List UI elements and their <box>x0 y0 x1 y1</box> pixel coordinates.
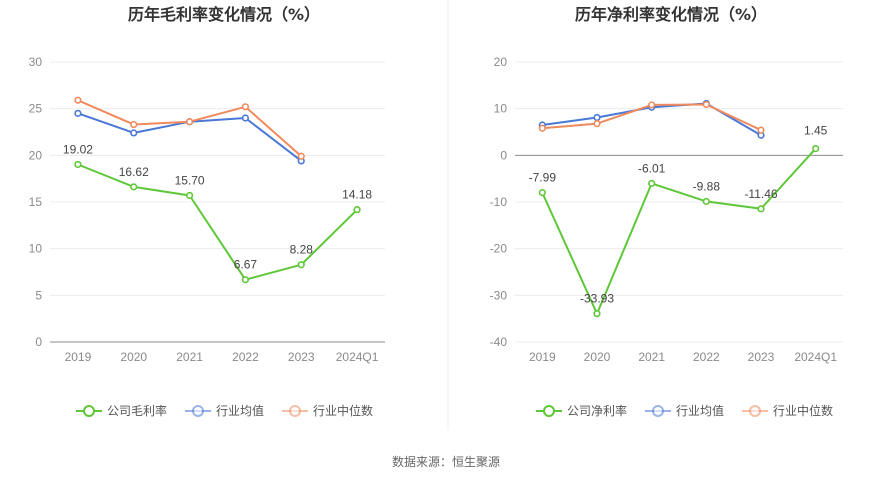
x-tick-label: 2021 <box>176 350 203 364</box>
data-point <box>130 183 138 191</box>
legend-label: 公司净利率 <box>567 403 627 418</box>
y-tick-label: 30 <box>29 55 43 69</box>
legend-label: 行业中位数 <box>313 403 373 418</box>
series-line <box>541 147 817 315</box>
y-tick-label: 0 <box>35 335 42 349</box>
legend-marker-icon <box>652 405 664 417</box>
series-line <box>77 163 358 281</box>
data-point <box>185 191 194 200</box>
net-margin-chart: 历年净利率变化情况（%） -40 -30 -20 -10 0 10 20 2019 2020 202… <box>490 5 843 418</box>
y-tick-label: -40 <box>490 335 508 349</box>
y-tick-label: 10 <box>29 242 43 256</box>
data-point <box>241 103 250 111</box>
data-point <box>74 96 82 104</box>
data-label: -6.01 <box>638 161 666 175</box>
data-point <box>74 160 82 169</box>
x-tick-label: 2024Q1 <box>336 350 379 364</box>
x-tick-label: 2020 <box>584 350 611 364</box>
data-label: -9.88 <box>693 179 721 193</box>
data-point <box>702 100 710 109</box>
legend-label: 公司毛利率 <box>107 403 167 418</box>
data-label: -11.46 <box>744 187 777 201</box>
data-label: 19.02 <box>63 142 93 156</box>
legend-marker-icon <box>543 405 555 417</box>
gross-margin-chart: 历年毛利率变化情况（%） 0 5 10 15 20 25 30 2019 2020 2021 2022… <box>29 5 385 418</box>
x-tick-label: 2019 <box>65 350 92 364</box>
data-label: -33.93 <box>580 292 614 306</box>
legend-marker-icon <box>749 405 761 417</box>
x-tick-label: 2021 <box>638 350 665 364</box>
x-tick-label: 2022 <box>232 350 259 364</box>
data-point <box>297 261 305 269</box>
y-tick-label: -20 <box>490 242 508 256</box>
y-tick-label: -30 <box>490 288 508 302</box>
data-point <box>241 114 250 122</box>
data-point <box>353 206 361 214</box>
data-point <box>757 205 765 213</box>
x-tick-label: 2022 <box>693 350 720 364</box>
data-point <box>130 129 138 137</box>
data-point <box>241 276 250 284</box>
data-label: 8.28 <box>290 243 314 257</box>
data-point <box>185 118 194 126</box>
data-point <box>593 119 601 128</box>
source-note: 数据来源：恒生聚源 <box>392 454 500 469</box>
y-tick-label: 25 <box>29 102 43 116</box>
legend-label: 行业均值 <box>216 403 264 418</box>
data-label: 15.70 <box>175 173 205 187</box>
data-point <box>74 109 82 117</box>
data-point <box>297 152 305 160</box>
chart-title: 历年毛利率变化情况（%） <box>128 5 320 24</box>
x-tick-label: 2020 <box>120 350 147 364</box>
x-tick-label: 2019 <box>529 350 556 364</box>
data-point <box>648 101 656 109</box>
data-label: 1.45 <box>804 124 828 138</box>
y-tick-label: 0 <box>500 148 507 162</box>
x-tick-label: 2023 <box>288 350 315 364</box>
x-tick-label: 2023 <box>748 350 775 364</box>
data-point <box>538 124 546 132</box>
data-point <box>648 179 656 187</box>
data-label: 16.62 <box>119 165 149 179</box>
data-label: -7.99 <box>529 171 557 185</box>
x-tick-label: 2024Q1 <box>794 350 837 364</box>
y-tick-label: 20 <box>29 148 43 162</box>
y-tick-label: -10 <box>490 195 508 209</box>
legend-label: 行业均值 <box>676 403 724 418</box>
legend-marker-icon <box>289 405 301 417</box>
y-tick-label: 15 <box>29 195 43 209</box>
data-point <box>130 120 138 129</box>
data-point <box>757 126 765 134</box>
legend-label: 行业中位数 <box>773 403 833 418</box>
y-tick-label: 10 <box>494 102 508 116</box>
legend-marker-icon <box>83 405 95 417</box>
data-point <box>593 113 601 122</box>
data-label: 14.18 <box>342 188 372 202</box>
data-label: 6.67 <box>234 258 258 272</box>
legend-marker-icon <box>192 405 204 417</box>
y-tick-label: 20 <box>494 55 508 69</box>
data-point <box>538 189 546 197</box>
data-point <box>812 144 820 153</box>
data-point <box>593 310 601 318</box>
data-point <box>702 197 710 206</box>
y-tick-label: 5 <box>35 288 42 302</box>
chart-title: 历年净利率变化情况（%） <box>575 5 767 24</box>
